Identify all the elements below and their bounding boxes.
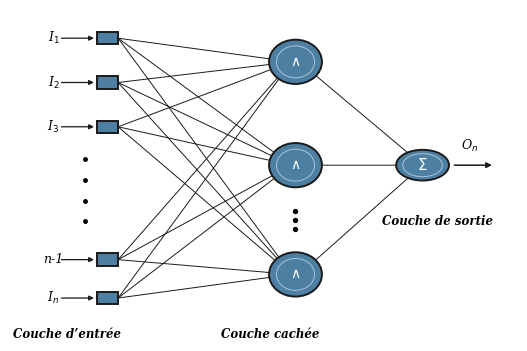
Text: I$_n$: I$_n$	[47, 290, 60, 306]
FancyBboxPatch shape	[97, 76, 118, 89]
Text: Couche cachée: Couche cachée	[221, 327, 319, 340]
Text: $\wedge$: $\wedge$	[290, 55, 301, 69]
Ellipse shape	[269, 252, 322, 297]
Circle shape	[396, 150, 449, 180]
Text: n-1: n-1	[43, 253, 64, 266]
FancyBboxPatch shape	[97, 121, 118, 133]
Text: I$_1$: I$_1$	[47, 30, 60, 46]
Text: I$_3$: I$_3$	[47, 119, 60, 135]
FancyBboxPatch shape	[97, 253, 118, 266]
FancyBboxPatch shape	[97, 32, 118, 45]
Ellipse shape	[269, 40, 322, 84]
Text: $\wedge$: $\wedge$	[290, 267, 301, 282]
Text: $\wedge$: $\wedge$	[290, 158, 301, 172]
Text: Couche d’entrée: Couche d’entrée	[13, 327, 121, 340]
Text: O$_n$: O$_n$	[461, 138, 478, 154]
Text: $\Sigma$: $\Sigma$	[417, 157, 428, 173]
Text: I$_2$: I$_2$	[47, 74, 60, 91]
Text: Couche de sortie: Couche de sortie	[382, 216, 493, 229]
Ellipse shape	[269, 143, 322, 187]
FancyBboxPatch shape	[97, 292, 118, 304]
